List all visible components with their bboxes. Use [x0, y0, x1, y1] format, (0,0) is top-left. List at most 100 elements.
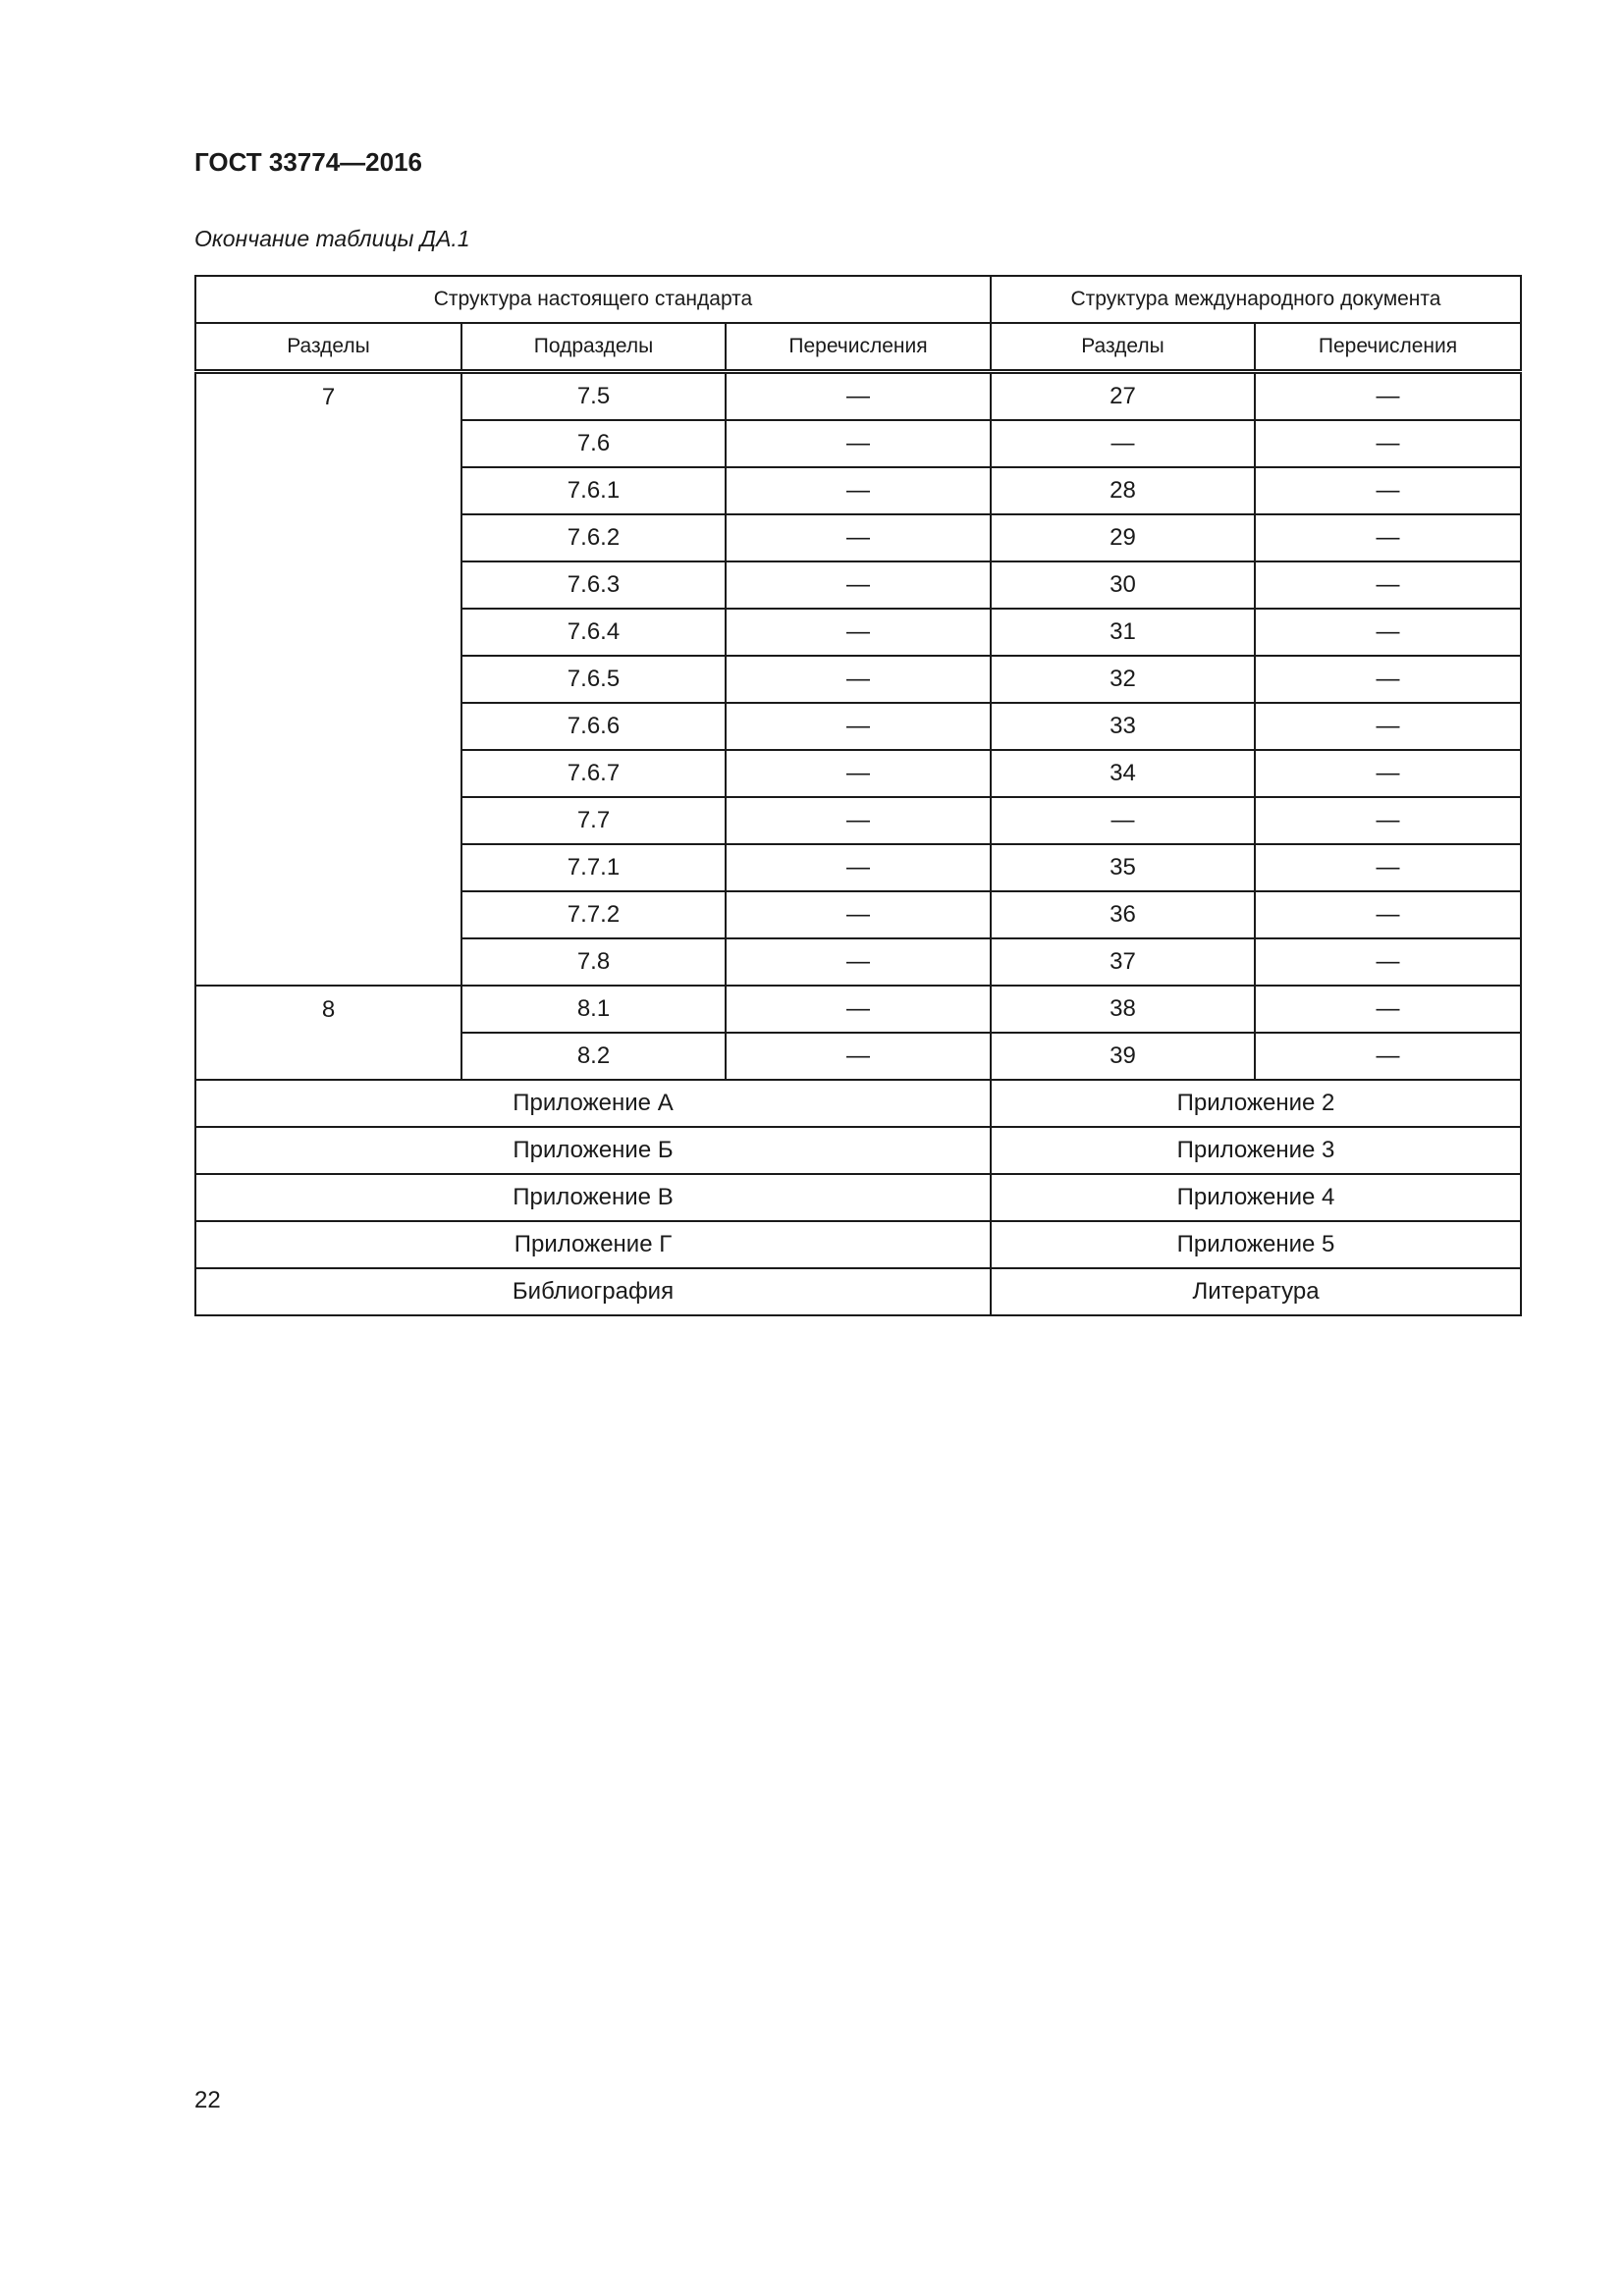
table-row: 7.6.6—33—	[195, 702, 1522, 751]
table-cell: —	[1254, 561, 1522, 610]
table-cell: —	[725, 466, 992, 515]
table-cell: 8.2	[460, 1032, 727, 1081]
table-cell: 32	[990, 655, 1256, 704]
table-cell: —	[1254, 796, 1522, 845]
table-cell: Приложение А	[194, 1079, 992, 1128]
structure-table: Структура настоящего стандарта Структура…	[194, 275, 1522, 1316]
group-header: Структура международного документа	[990, 275, 1522, 324]
table-cell: —	[990, 796, 1256, 845]
table-cell: —	[725, 985, 992, 1034]
table-cell: —	[725, 561, 992, 610]
table-cell: 7.6.2	[460, 513, 727, 562]
table-row: 7.6.4—31—	[195, 608, 1522, 657]
table-cell: —	[1254, 937, 1522, 987]
table-row: 7.6.3—30—	[195, 561, 1522, 610]
table-cell: 33	[990, 702, 1256, 751]
table-cell: 37	[990, 937, 1256, 987]
table-cell: —	[725, 513, 992, 562]
appendix-row: Приложение Б Приложение 3	[194, 1126, 1522, 1175]
table-cell: —	[1254, 985, 1522, 1034]
table-cell: Приложение Г	[194, 1220, 992, 1269]
section-cell: 7	[194, 370, 462, 987]
table-cell: —	[1254, 466, 1522, 515]
page-number: 22	[194, 2087, 221, 2113]
table-cell: 30	[990, 561, 1256, 610]
table-cell: —	[1254, 843, 1522, 892]
table-cell: —	[725, 890, 992, 939]
table-cell: 36	[990, 890, 1256, 939]
table-cell: 39	[990, 1032, 1256, 1081]
table-cell: —	[725, 608, 992, 657]
table-cell: —	[1254, 890, 1522, 939]
appendix-row: Приложение В Приложение 4	[194, 1173, 1522, 1222]
appendix-row: Библиография Литература	[194, 1267, 1522, 1316]
appendix-row: Приложение Г Приложение 5	[194, 1220, 1522, 1269]
table-cell: —	[1254, 655, 1522, 704]
table-cell: 29	[990, 513, 1256, 562]
table-cell: Приложение Б	[194, 1126, 992, 1175]
table-cell: 38	[990, 985, 1256, 1034]
table-row: 8.2—39—	[195, 1032, 1522, 1081]
table-cell: —	[725, 843, 992, 892]
table-row: 7.6.1—28—	[195, 466, 1522, 515]
table-cell: 28	[990, 466, 1256, 515]
column-header: Разделы	[990, 322, 1256, 374]
table-cell: —	[1254, 1032, 1522, 1081]
table-cell: 8.1	[460, 985, 727, 1034]
table-cell: —	[725, 655, 992, 704]
table-cell: 7.5	[460, 370, 727, 421]
table-cell: Библиография	[194, 1267, 992, 1316]
section-cell: 8	[194, 985, 462, 1081]
column-header: Разделы	[194, 322, 462, 374]
column-header: Перечисления	[725, 322, 992, 374]
table-cell: —	[725, 370, 992, 421]
table-cell: 7.7.2	[460, 890, 727, 939]
table-cell: —	[725, 419, 992, 468]
table-cell: —	[725, 937, 992, 987]
table-cell: —	[1254, 370, 1522, 421]
document-title: ГОСТ 33774—2016	[194, 147, 422, 177]
table-row: 7.7.2—36—	[195, 890, 1522, 939]
table-cell: 7.6.6	[460, 702, 727, 751]
table-cell: Приложение 4	[990, 1173, 1522, 1222]
table-cell: 7.6.5	[460, 655, 727, 704]
table-cell: Приложение 3	[990, 1126, 1522, 1175]
table-caption: Окончание таблицы ДА.1	[194, 226, 470, 251]
table-cell: 7.6	[460, 419, 727, 468]
table-cell: 7.6.3	[460, 561, 727, 610]
table-row: 7.7.1—35—	[195, 843, 1522, 892]
table-cell: —	[725, 1032, 992, 1081]
table-cell: 7.7.1	[460, 843, 727, 892]
table-cell: —	[1254, 419, 1522, 468]
table-cell: 7.8	[460, 937, 727, 987]
table-cell: —	[725, 702, 992, 751]
column-header: Перечисления	[1254, 322, 1522, 374]
table-cell: 35	[990, 843, 1256, 892]
table-cell: Приложение В	[194, 1173, 992, 1222]
table-row: 7.8—37—	[195, 937, 1522, 987]
table-cell: 7.6.1	[460, 466, 727, 515]
table-cell: —	[1254, 608, 1522, 657]
table-row: 7.6.5—32—	[195, 655, 1522, 704]
appendix-row: Приложение А Приложение 2	[194, 1079, 1522, 1128]
table-row: 7 7.5—27—	[194, 370, 1522, 987]
table-cell: 34	[990, 749, 1256, 798]
column-header: Подразделы	[460, 322, 727, 374]
table-cell: 7.7	[460, 796, 727, 845]
table-cell: —	[1254, 513, 1522, 562]
table-cell: Приложение 5	[990, 1220, 1522, 1269]
table-row: 7.6.2—29—	[195, 513, 1522, 562]
table-cell: —	[1254, 702, 1522, 751]
table-cell: —	[1254, 749, 1522, 798]
table-cell: 7.6.4	[460, 608, 727, 657]
table-cell: 27	[990, 370, 1256, 421]
table-row: 7.6— — —	[195, 419, 1522, 468]
table-row: 7.7— — —	[195, 796, 1522, 845]
table-cell: 31	[990, 608, 1256, 657]
table-cell: —	[990, 419, 1256, 468]
table-cell: Приложение 2	[990, 1079, 1522, 1128]
table-cell: —	[725, 749, 992, 798]
group-header: Структура настоящего стандарта	[194, 275, 992, 324]
table-row: 7.6.7—34—	[195, 749, 1522, 798]
table-row: 8 8.1—38—	[194, 985, 1522, 1081]
